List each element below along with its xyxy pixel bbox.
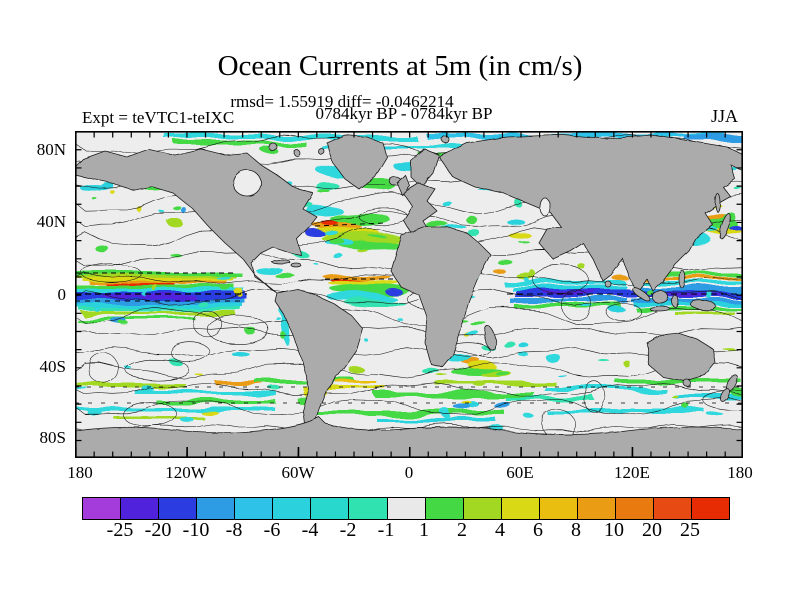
colorbar-tick-label: -25 (106, 519, 134, 541)
hudson-bay (232, 169, 262, 197)
java (649, 306, 671, 312)
colorbar-tick-label: -20 (144, 519, 172, 541)
new-zealand-south (720, 388, 730, 402)
tasmania (683, 379, 691, 387)
colorbar-tick-label: -1 (377, 519, 395, 541)
antarctica (75, 416, 743, 458)
world-map (75, 131, 743, 458)
colorbar-tick-label: 2 (457, 519, 467, 541)
colorbar-tick-label: 20 (642, 519, 662, 541)
colorbar-segment (349, 498, 388, 519)
arctic-island-2 (293, 149, 301, 157)
caspian-sea (539, 197, 551, 217)
lon-tick-label: 60E (506, 463, 534, 482)
south-america (274, 288, 364, 429)
colorbar-segment (539, 498, 578, 519)
borneo (651, 290, 669, 304)
lat-tick-label: 0 (57, 285, 67, 304)
colorbar-tick-label: -8 (225, 519, 243, 541)
colorbar-segment (159, 498, 198, 519)
colorbar-segment (273, 498, 312, 519)
british-isles (396, 174, 411, 196)
colorbar (82, 497, 730, 520)
scandinavia (410, 148, 440, 188)
svalbard (441, 135, 449, 143)
lon-tick-label: 60W (281, 463, 315, 482)
anomaly-color-layer (75, 133, 743, 421)
land-layer (75, 134, 743, 458)
stats-line: rmsd= 1.55919 diff= -0.0462214 (230, 92, 454, 111)
sakhalin (715, 193, 721, 213)
japan (719, 213, 731, 239)
arctic-island-1 (268, 142, 278, 152)
colorbar-segment (425, 498, 464, 519)
lat-tick-label: 80N (36, 140, 66, 159)
colorbar-segment (387, 498, 426, 519)
current-arrow-layer (75, 222, 743, 404)
colorbar-segment (653, 498, 692, 519)
colorbar-segment (311, 498, 350, 519)
colorbar-tick-label: 25 (680, 519, 700, 541)
colorbar-segment (121, 498, 160, 519)
colorbar-segment (577, 498, 616, 519)
colorbar-tick-label: 4 (495, 519, 505, 541)
colorbar-tick-label: 8 (571, 519, 581, 541)
plot-frame (75, 131, 743, 458)
africa (390, 226, 492, 368)
page-title: Ocean Currents at 5m (in cm/s) (217, 50, 583, 82)
sulawesi (671, 294, 679, 308)
cuba (271, 259, 291, 265)
sri-lanka (604, 280, 612, 288)
lon-tick-label: 120E (614, 463, 650, 482)
colorbar-tick-labels: -25 -20 -10 -8 -6 -4 -2 -1 1 2 4 6 8 10 20 25 (0, 519, 800, 545)
sumatra (632, 287, 650, 301)
colorbar-tick-label: -4 (301, 519, 319, 541)
period-line: 0784kyr BP - 0784kyr BP (315, 104, 493, 123)
colorbar-tick-label: 10 (604, 519, 624, 541)
arctic-island-3 (317, 147, 325, 155)
colorbar-segment (83, 498, 122, 519)
lon-tick-label: 180 (727, 463, 753, 482)
experiment-label: Expt = teVTC1-teIXC (82, 108, 235, 127)
lat-tick-label: 80S (39, 428, 66, 447)
madagascar (483, 324, 497, 352)
colorbar-tick-label: 1 (419, 519, 429, 541)
greenland (326, 134, 388, 190)
colorbar-segment (235, 498, 274, 519)
australia (646, 332, 716, 382)
hispaniola (290, 262, 302, 268)
lon-tick-label: 0 (404, 463, 414, 482)
lat-tick-label: 40N (36, 212, 66, 231)
colorbar-segment (463, 498, 502, 519)
colorbar-segment (615, 498, 654, 519)
philippines (678, 269, 686, 289)
lat-tick-label: 40S (39, 357, 66, 376)
asia (438, 134, 743, 294)
colorbar-tick-label: -2 (339, 519, 357, 541)
new-guinea (689, 299, 717, 311)
europe (402, 182, 438, 234)
lon-tick-label: 180 (67, 463, 93, 482)
colorbar-tick-label: -6 (263, 519, 281, 541)
colorbar-segment (692, 498, 730, 519)
colorbar-segment (197, 498, 236, 519)
colorbar-tick-label: 6 (533, 519, 543, 541)
season-label: JJA (710, 106, 738, 126)
colorbar-segment (501, 498, 540, 519)
lon-tick-label: 120W (165, 463, 207, 482)
world-map-canvas (75, 131, 743, 458)
colorbar-tick-label: -10 (182, 519, 210, 541)
